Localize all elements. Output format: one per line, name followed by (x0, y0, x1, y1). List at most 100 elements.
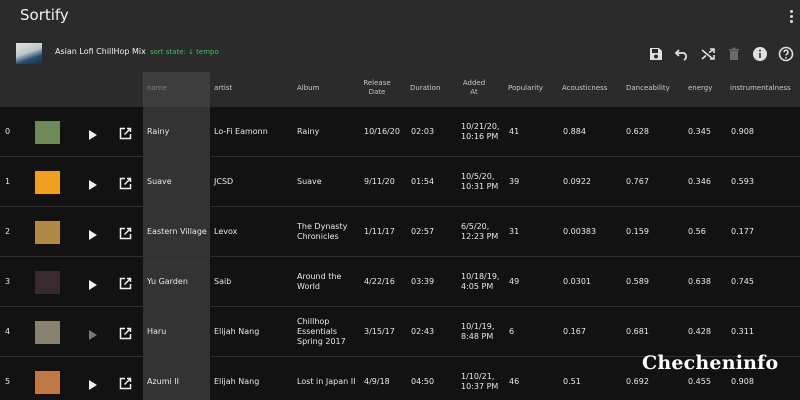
track-energy: 0.56 (688, 227, 706, 236)
play-icon[interactable] (88, 326, 98, 340)
track-popularity: 39 (509, 177, 520, 186)
track-danceability: 0.681 (626, 327, 649, 336)
delete-icon[interactable] (726, 46, 742, 62)
track-release-date: 1/11/17 (364, 227, 395, 236)
track-added-at: 10/5/20, 10:31 PM (461, 172, 499, 191)
track-duration: 02:57 (411, 227, 435, 236)
track-danceability: 0.159 (626, 227, 649, 236)
column-header-album[interactable]: Album (297, 84, 320, 92)
track-release-date: 10/16/20 (364, 127, 400, 136)
table-row[interactable]: 3 Yu Garden Saib Around the World 4/22/16 03:… (0, 257, 800, 307)
track-danceability: 0.767 (626, 177, 649, 186)
table-row[interactable]: 2 Eastern Village Levox The Dynasty Chronic… (0, 207, 800, 257)
playlist-name: Asian Lofi ChillHop Mix (55, 47, 146, 56)
row-index: 5 (5, 377, 11, 386)
track-name: Rainy (147, 127, 170, 136)
track-instrumentalness: 0.177 (731, 227, 754, 236)
row-index: 4 (5, 327, 11, 336)
app-bar: Sortify (0, 0, 800, 36)
track-release-date: 4/22/16 (364, 277, 395, 286)
track-artist: Saib (214, 277, 232, 286)
track-artist: Elijah Nang (214, 377, 260, 386)
sorted-column-highlight (143, 72, 210, 400)
track-artist: Levox (214, 227, 238, 236)
column-header-acousticness[interactable]: Acousticness (562, 84, 608, 92)
album-art (35, 171, 60, 194)
track-energy: 0.345 (688, 127, 711, 136)
track-instrumentalness: 0.908 (731, 377, 754, 386)
track-album: The Dynasty Chronicles (297, 222, 348, 241)
track-artist: Elijah Nang (214, 327, 260, 336)
info-icon[interactable] (752, 46, 768, 62)
save-icon[interactable] (648, 46, 664, 62)
shuffle-icon[interactable] (700, 46, 716, 62)
track-added-at: 1/10/21, 10:37 PM (461, 372, 499, 391)
row-index: 3 (5, 277, 11, 286)
album-art (35, 371, 60, 394)
track-acousticness: 0.0922 (563, 177, 591, 186)
track-added-at: 10/21/20, 10:16 PM (461, 122, 500, 141)
track-popularity: 31 (509, 227, 520, 236)
column-header-energy[interactable]: energy (688, 84, 713, 92)
track-instrumentalness: 0.745 (731, 277, 754, 286)
track-popularity: 6 (509, 327, 515, 336)
open-external-icon[interactable] (119, 375, 132, 390)
play-icon[interactable] (88, 276, 98, 290)
table-row[interactable]: 5 Azumi II Elijah Nang Lost in Japan II 4/9/… (0, 357, 800, 400)
app-title: Sortify (20, 6, 69, 24)
track-instrumentalness: 0.311 (731, 327, 754, 336)
track-popularity: 46 (509, 377, 520, 386)
row-index: 0 (5, 127, 11, 136)
sort-state: sort state: ↓ tempo (150, 48, 219, 56)
track-duration: 02:43 (411, 327, 435, 336)
play-icon[interactable] (88, 226, 98, 240)
open-external-icon[interactable] (119, 175, 132, 190)
table-header: name artist Album Release Date Duration … (0, 72, 800, 107)
track-popularity: 41 (509, 127, 520, 136)
table-row[interactable]: 4 Haru Elijah Nang Chillhop Essentials Spri… (0, 307, 800, 357)
open-external-icon[interactable] (119, 325, 132, 340)
track-added-at: 10/18/19, 4:05 PM (461, 272, 500, 291)
album-art (35, 121, 60, 144)
track-duration: 02:03 (411, 127, 435, 136)
more-options-icon[interactable] (786, 8, 796, 28)
play-icon[interactable] (88, 176, 98, 190)
toolbar-actions (648, 46, 794, 62)
help-icon[interactable] (778, 46, 794, 62)
track-name: Azumi II (147, 377, 180, 386)
track-release-date: 9/11/20 (364, 177, 395, 186)
track-energy: 0.428 (688, 327, 711, 336)
table-row[interactable]: 1 Suave JCSD Suave 9/11/20 01:54 10/5/20, 10:3… (0, 157, 800, 207)
column-header-duration[interactable]: Duration (410, 84, 441, 92)
play-icon[interactable] (88, 376, 98, 390)
track-popularity: 49 (509, 277, 520, 286)
row-index: 1 (5, 177, 11, 186)
play-icon[interactable] (88, 126, 98, 140)
album-art (35, 221, 60, 244)
row-index: 2 (5, 227, 11, 236)
track-added-at: 6/5/20, 12:23 PM (461, 222, 499, 241)
track-name: Eastern Village (147, 227, 207, 236)
column-header-danceability[interactable]: Danceability (626, 84, 670, 92)
album-art (35, 271, 60, 294)
undo-icon[interactable] (674, 46, 690, 62)
column-header-instrumentalness[interactable]: instrumentalness (730, 84, 791, 92)
open-external-icon[interactable] (119, 275, 132, 290)
column-header-added-at[interactable]: Added At (462, 79, 486, 96)
track-acousticness: 0.0301 (563, 277, 591, 286)
track-album: Rainy (297, 127, 320, 136)
track-duration: 01:54 (411, 177, 435, 186)
column-header-popularity[interactable]: Popularity (508, 84, 544, 92)
track-name: Suave (147, 177, 172, 186)
open-external-icon[interactable] (119, 225, 132, 240)
track-instrumentalness: 0.908 (731, 127, 754, 136)
column-header-artist[interactable]: artist (214, 84, 233, 92)
watermark-logo: Checheninfo (642, 352, 779, 374)
track-album: Chillhop Essentials Spring 2017 (297, 317, 346, 346)
track-acousticness: 0.884 (563, 127, 586, 136)
table-row[interactable]: 0 Rainy Lo-Fi Eamonn Rainy 10/16/20 02:03 10/2… (0, 107, 800, 157)
column-header-release-date[interactable]: Release Date (363, 79, 391, 96)
open-external-icon[interactable] (119, 125, 132, 140)
track-instrumentalness: 0.593 (731, 177, 754, 186)
playlist-cover (16, 43, 42, 64)
